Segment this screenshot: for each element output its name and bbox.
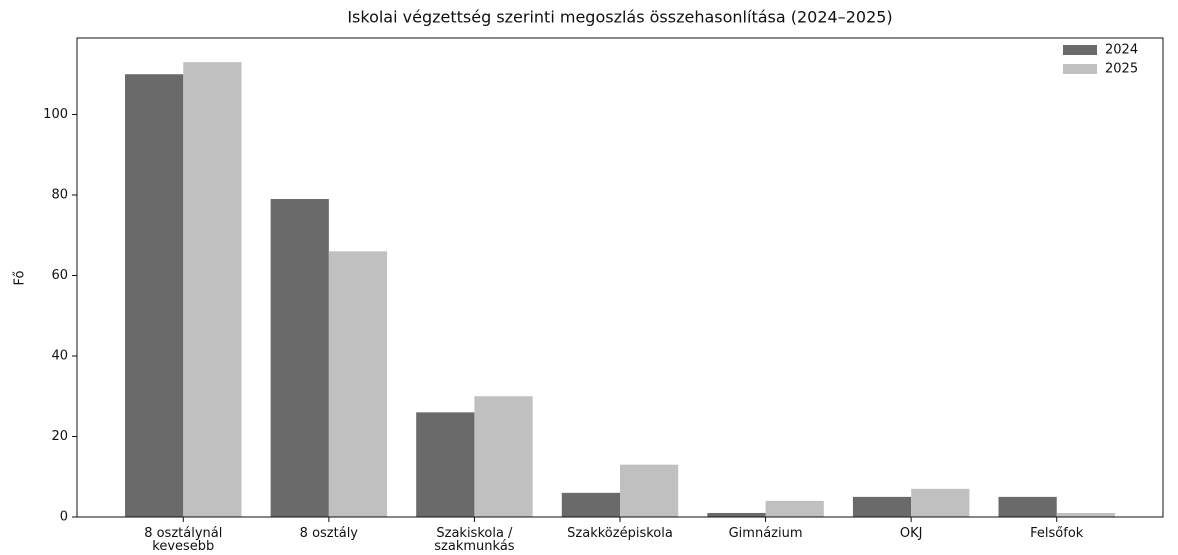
x-tick-label: Gimnázium [729,526,803,541]
bar [998,496,1057,517]
x-tick-label: 8 osztálynál kevesebb [144,526,222,554]
chart-title: Iskolai végzettség szerinti megoszlás ös… [347,8,892,27]
y-tick-label: 20 [51,429,68,444]
plot-frame [76,37,1164,518]
legend-label: 2025 [1105,62,1138,77]
y-tick-label: 100 [43,107,68,122]
y-tick-label: 0 [60,510,68,525]
y-axis-label: Fő [13,270,28,285]
x-tick-label: Felsőfok [1030,526,1084,541]
bar [852,496,912,517]
y-tick-label: 80 [51,187,68,202]
x-tick-label: OKJ [900,526,923,541]
legend-label: 2024 [1105,43,1138,58]
x-tick-label: 8 osztály [300,526,359,541]
bar [416,412,475,517]
bar [620,464,679,517]
bar [911,488,970,517]
y-tick-label: 60 [51,268,68,283]
x-tick-label: Szakközépiskola [567,526,673,541]
bar [765,500,824,517]
bar [474,396,533,517]
x-tick-label: Szakiskola / szakmunkás [434,526,514,554]
bar [1056,512,1115,517]
bar [270,199,329,517]
legend-swatch [1063,45,1097,55]
bar [125,74,184,517]
legend-swatch [1063,64,1097,74]
bar [707,512,766,517]
bar [561,492,620,517]
bar [183,62,242,518]
bar [328,251,388,518]
y-tick-label: 40 [51,348,68,363]
